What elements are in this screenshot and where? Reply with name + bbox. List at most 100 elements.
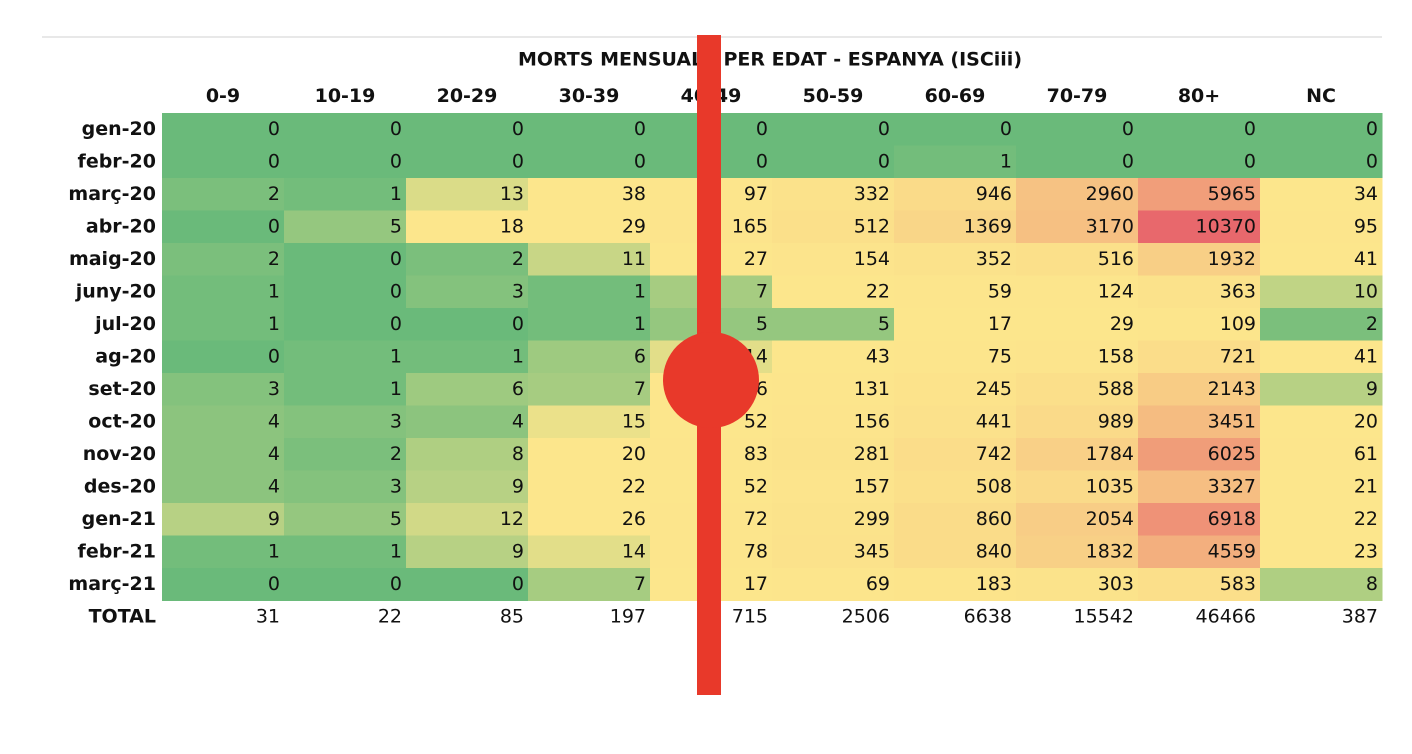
cell	[894, 405, 1017, 439]
row-label: maig-20	[69, 248, 156, 270]
cell-value: 52	[744, 475, 768, 497]
cell	[772, 275, 895, 309]
total-value: 715	[732, 605, 768, 627]
cell	[772, 210, 895, 244]
cell-value: 1	[390, 183, 402, 205]
cell	[894, 145, 1017, 179]
cell-value: 0	[878, 150, 890, 172]
cell-value: 0	[756, 150, 768, 172]
cell-value: 2054	[1086, 508, 1134, 530]
cell-value: 7	[756, 280, 768, 302]
cell	[1138, 308, 1261, 341]
cell-value: 4	[268, 443, 280, 465]
cell	[894, 340, 1017, 374]
cell-value: 59	[988, 280, 1012, 302]
cell	[1016, 308, 1139, 341]
cell	[1260, 178, 1383, 211]
cell-value: 0	[1244, 150, 1256, 172]
cell	[406, 535, 529, 569]
cell	[162, 340, 285, 374]
cell-value: 14	[622, 540, 646, 562]
cell	[894, 275, 1017, 309]
cell	[406, 210, 529, 244]
cell-value: 3	[390, 475, 402, 497]
cell-value: 7	[634, 378, 646, 400]
cell	[772, 438, 895, 471]
cell	[162, 145, 285, 179]
cell	[162, 210, 285, 244]
cell	[1138, 340, 1261, 374]
cell-value: 0	[268, 573, 280, 595]
cell	[284, 373, 407, 406]
cell	[162, 243, 285, 276]
cell	[284, 145, 407, 179]
cell-value: 4559	[1208, 540, 1256, 562]
cell	[528, 275, 651, 309]
row-label: gen-20	[82, 118, 156, 140]
cell	[1260, 275, 1383, 309]
cell	[772, 405, 895, 439]
cell	[1138, 438, 1261, 471]
cell	[1260, 243, 1383, 276]
cell-value: 5	[878, 313, 890, 335]
cell-value: 11	[622, 248, 646, 270]
cell	[894, 178, 1017, 211]
cell-value: 840	[976, 540, 1012, 562]
cell	[1260, 470, 1383, 504]
cell	[162, 405, 285, 439]
cell-value: 516	[1098, 248, 1134, 270]
cell-value: 1932	[1208, 248, 1256, 270]
cell	[1016, 470, 1139, 504]
cell	[406, 113, 529, 146]
cell-value: 245	[976, 378, 1012, 400]
cell-value: 281	[854, 443, 890, 465]
cell	[772, 535, 895, 569]
cell	[284, 210, 407, 244]
cell-value: 0	[1366, 150, 1378, 172]
total-value: 85	[500, 605, 524, 627]
cell-value: 8	[1366, 573, 1378, 595]
cell	[162, 438, 285, 471]
cell-value: 18	[500, 215, 524, 237]
cell-value: 4	[268, 410, 280, 432]
cell-value: 0	[512, 573, 524, 595]
cell	[1138, 535, 1261, 569]
cell	[894, 535, 1017, 569]
cell-value: 0	[512, 150, 524, 172]
cell-value: 0	[878, 118, 890, 140]
cell	[528, 113, 651, 146]
cell	[284, 438, 407, 471]
cell	[1016, 145, 1139, 179]
cell-value: 332	[854, 183, 890, 205]
cell	[528, 373, 651, 406]
cell	[1016, 113, 1139, 146]
cell	[894, 470, 1017, 504]
cell-value: 0	[390, 248, 402, 270]
cell	[1260, 113, 1383, 146]
cell	[162, 470, 285, 504]
cell-value: 78	[744, 540, 768, 562]
cell	[284, 178, 407, 211]
cell-value: 6	[512, 378, 524, 400]
row-label: oct-20	[88, 410, 156, 432]
cell-value: 588	[1098, 378, 1134, 400]
cell	[528, 340, 651, 374]
cell	[1260, 438, 1383, 471]
cell	[1016, 503, 1139, 536]
cell-value: 0	[1366, 118, 1378, 140]
cell	[1016, 405, 1139, 439]
row-label: set-20	[88, 378, 156, 400]
column-header: 70-79	[1047, 85, 1108, 107]
cell-value: 1035	[1086, 475, 1134, 497]
row-label: març-20	[68, 183, 156, 205]
cell-value: 352	[976, 248, 1012, 270]
cell	[772, 503, 895, 536]
cell	[162, 535, 285, 569]
cell	[772, 145, 895, 179]
cell	[1138, 178, 1261, 211]
cell-value: 508	[976, 475, 1012, 497]
cell-value: 10370	[1196, 215, 1256, 237]
cell-value: 1	[512, 345, 524, 367]
cell	[1016, 373, 1139, 406]
cell-value: 0	[1122, 150, 1134, 172]
